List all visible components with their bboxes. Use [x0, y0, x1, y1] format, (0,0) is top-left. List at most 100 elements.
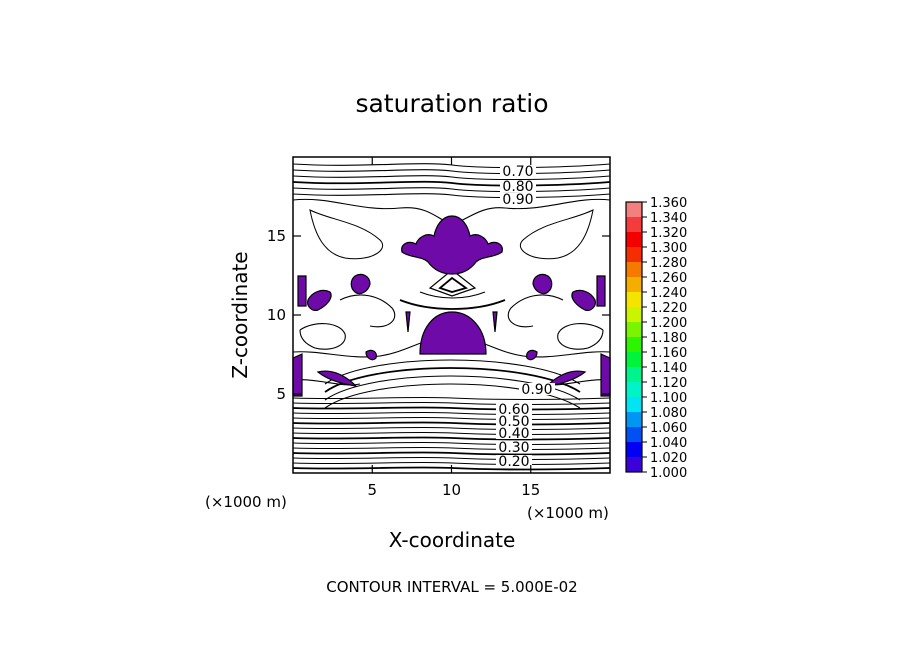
colorbar-level-label: 1.340 — [650, 211, 687, 226]
colorbar-level-label: 1.180 — [650, 331, 687, 346]
contour-label: 0.80 — [502, 179, 533, 195]
colorbar-swatch — [626, 337, 642, 353]
x-unit-label: (×1000 m) — [527, 504, 609, 522]
contour-line — [292, 396, 611, 400]
colorbar-swatch — [626, 232, 642, 248]
y-axis-ticks: 5 10 15 — [267, 227, 610, 403]
y-axis-label: Z-coordinate — [228, 251, 252, 378]
contour-line — [428, 269, 477, 297]
colorbar-swatch — [626, 397, 642, 413]
contour-label-bg — [500, 165, 536, 177]
colorbar-level-label: 1.000 — [650, 466, 687, 481]
contour-line — [292, 456, 611, 460]
x-tick-label: 10 — [442, 481, 461, 499]
colorbar-swatch — [626, 457, 642, 473]
supersaturation-regions — [292, 215, 611, 397]
chart-title: saturation ratio — [355, 89, 548, 118]
contour-label: 0.40 — [498, 426, 529, 442]
colorbar-level-label: 1.260 — [650, 271, 687, 286]
supersaturated-region — [350, 273, 371, 295]
x-axis-ticks: 5 10 15 — [367, 157, 540, 499]
supersaturated-region — [405, 311, 411, 333]
colorbar-level-label: 1.320 — [650, 226, 687, 241]
contour-label-bg — [496, 403, 532, 415]
contour-line — [507, 294, 564, 328]
colorbar-swatch — [626, 322, 642, 338]
colorbar-level-label: 1.100 — [650, 391, 687, 406]
contour-line — [324, 359, 581, 385]
contour-line — [292, 426, 611, 430]
contour-label-bg — [500, 193, 536, 205]
contour-line — [292, 431, 611, 435]
contour-line — [324, 375, 581, 401]
contour-line — [292, 461, 611, 465]
colorbar-swatch — [626, 217, 642, 233]
y-tick-label: 5 — [276, 385, 286, 403]
contour-line — [292, 193, 611, 199]
colorbar-level-label: 1.120 — [650, 376, 687, 391]
colorbar-level-label: 1.220 — [650, 301, 687, 316]
contour-line — [292, 451, 611, 456]
contour-line — [292, 411, 611, 415]
contour-line — [292, 441, 611, 445]
supersaturated-region — [596, 275, 606, 307]
contour-line — [292, 401, 611, 405]
contour-line — [419, 291, 486, 299]
contour-interval-note: CONTOUR INTERVAL = 5.000E-02 — [326, 578, 577, 596]
colorbar-level-label: 1.060 — [650, 421, 687, 436]
contour-line — [339, 294, 396, 328]
contour-label: 0.70 — [502, 164, 533, 180]
x-tick-label: 5 — [367, 481, 377, 499]
contour-label: 0.60 — [498, 402, 529, 418]
contour-line — [292, 446, 611, 450]
colorbar-swatch — [626, 427, 642, 443]
supersaturated-region — [492, 311, 498, 333]
colorbar-level-label: 1.140 — [650, 361, 687, 376]
contour-line — [292, 416, 611, 420]
supersaturated-region — [419, 311, 487, 355]
colorbar-swatch — [626, 382, 642, 398]
contour-line — [520, 209, 594, 260]
colorbar-swatch — [626, 442, 642, 458]
colorbar-swatch — [626, 352, 642, 368]
colorbar-level-label: 1.040 — [650, 436, 687, 451]
supersaturated-region — [526, 349, 538, 361]
contour-line — [292, 169, 611, 175]
supersaturated-region — [365, 349, 377, 361]
y-unit-label: (×1000 m) — [205, 493, 287, 511]
contour-label: 0.90 — [521, 382, 552, 398]
contour-line — [292, 436, 611, 441]
colorbar-swatch — [626, 277, 642, 293]
contour-label: 0.90 — [502, 192, 533, 208]
colorbar-swatch — [626, 292, 642, 308]
colorbar-level-label: 1.200 — [650, 316, 687, 331]
colorbar-swatch — [626, 202, 642, 218]
contour-line — [309, 209, 383, 260]
contour-line — [438, 276, 469, 293]
y-tick-label: 15 — [267, 227, 286, 245]
contour-label: 0.50 — [498, 414, 529, 430]
colorbar-swatch — [626, 247, 642, 263]
supersaturated-region — [292, 353, 303, 397]
contour-line — [472, 339, 611, 358]
contour-label-bg — [496, 415, 532, 427]
supersaturated-region — [401, 215, 503, 275]
colorbar-swatch — [626, 307, 642, 323]
x-axis-label: X-coordinate — [389, 528, 516, 552]
supersaturated-region — [316, 370, 358, 387]
colorbar-level-label: 1.300 — [650, 241, 687, 256]
contour-line — [292, 339, 431, 358]
contour-label-bg — [496, 427, 532, 439]
x-tick-label: 15 — [521, 481, 540, 499]
colorbar-level-label: 1.020 — [650, 451, 687, 466]
contour-line — [292, 406, 611, 411]
contour-line — [324, 383, 581, 409]
colorbar-swatch — [626, 367, 642, 383]
colorbar-level-label: 1.240 — [650, 286, 687, 301]
contour-line — [292, 180, 611, 187]
contour-label: 0.20 — [498, 454, 529, 470]
contour-line — [292, 175, 611, 181]
contour-line — [557, 323, 604, 350]
